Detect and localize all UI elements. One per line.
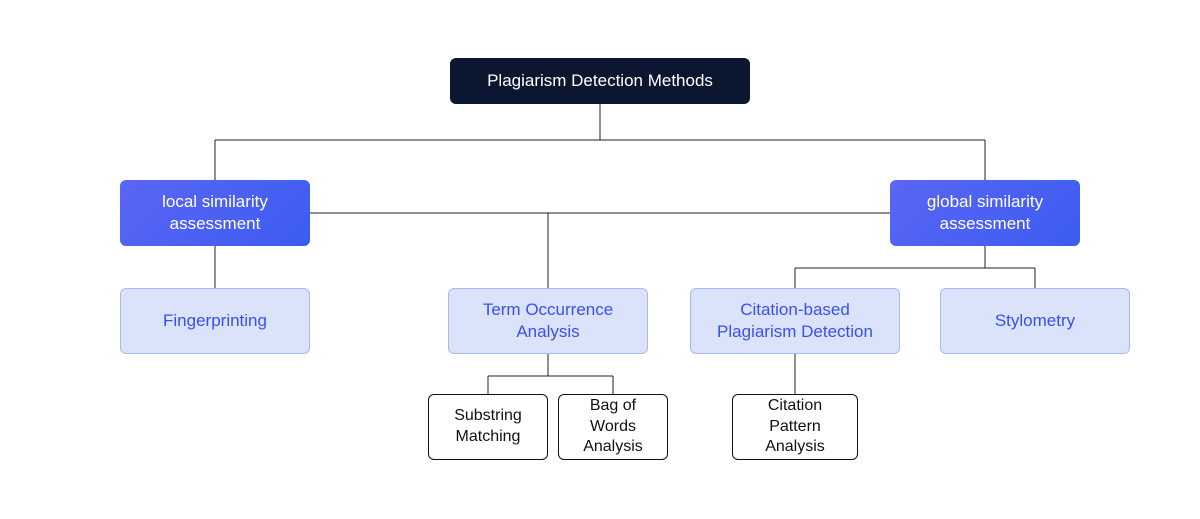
node-label: global similarity assessment (902, 191, 1068, 235)
node-label: Citation-based Plagiarism Detection (703, 299, 887, 343)
node-label: Fingerprinting (163, 310, 267, 332)
node-label: Term Occurrence Analysis (461, 299, 635, 343)
node-label: local similarity assessment (132, 191, 298, 235)
node-label: Plagiarism Detection Methods (487, 70, 713, 92)
node-fingerprinting: Fingerprinting (120, 288, 310, 354)
node-stylometry: Stylometry (940, 288, 1130, 354)
node-substring-matching: Substring Matching (428, 394, 548, 460)
node-term-occurrence: Term Occurrence Analysis (448, 288, 648, 354)
node-bag-of-words: Bag of Words Analysis (558, 394, 668, 460)
node-root: Plagiarism Detection Methods (450, 58, 750, 104)
node-label: Citation Pattern Analysis (745, 396, 845, 458)
node-local-similarity: local similarity assessment (120, 180, 310, 246)
node-citation-based: Citation-based Plagiarism Detection (690, 288, 900, 354)
node-global-similarity: global similarity assessment (890, 180, 1080, 246)
node-label: Bag of Words Analysis (571, 396, 655, 458)
node-citation-pattern: Citation Pattern Analysis (732, 394, 858, 460)
node-label: Substring Matching (441, 406, 535, 448)
node-label: Stylometry (995, 310, 1075, 332)
